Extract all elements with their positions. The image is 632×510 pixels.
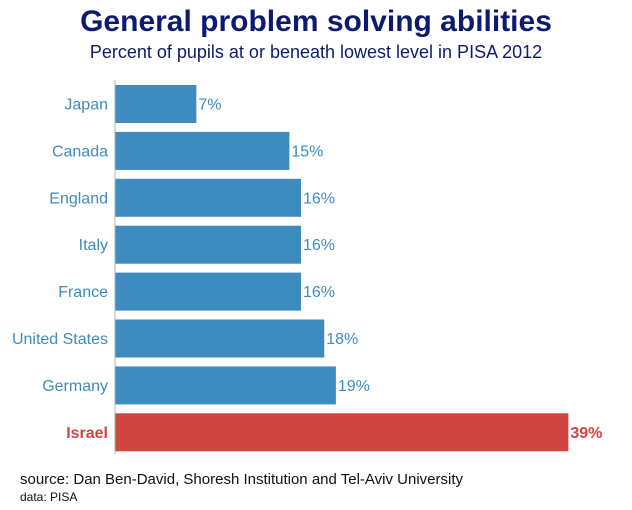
category-label-united-states: United States [12, 331, 108, 348]
data-note: data: PISA [20, 490, 78, 504]
category-label-canada: Canada [52, 143, 108, 160]
bar-germany [115, 366, 336, 405]
bar-israel [115, 413, 569, 452]
category-label-italy: Italy [79, 237, 108, 254]
value-label-united-states: 18% [326, 331, 358, 348]
chart-subtitle: Percent of pupils at or beneath lowest l… [89, 42, 543, 62]
bar-united-states [115, 319, 325, 358]
value-label-israel: 39% [570, 425, 602, 442]
bar-italy [115, 225, 301, 264]
category-label-germany: Germany [42, 378, 108, 395]
category-label-israel: Israel [66, 425, 108, 442]
bar-england [115, 178, 301, 217]
bar-france [115, 272, 301, 311]
chart-title: General problem solving abilities [80, 5, 552, 38]
value-label-germany: 19% [338, 378, 370, 395]
bar-japan [115, 85, 197, 123]
category-label-france: France [58, 284, 108, 301]
bars-layer: Japan 7% Canada 15% England 16% Italy 16% France… [12, 85, 602, 452]
value-label-italy: 16% [303, 237, 335, 254]
category-label-england: England [49, 190, 108, 207]
value-label-france: 16% [303, 284, 335, 301]
source-note: source: Dan Ben-David, Shoresh Instituti… [20, 471, 463, 488]
value-label-japan: 7% [198, 97, 221, 114]
value-label-england: 16% [303, 190, 335, 207]
category-label-japan: Japan [64, 97, 108, 114]
bar-canada [115, 131, 290, 170]
value-label-canada: 15% [291, 143, 323, 160]
